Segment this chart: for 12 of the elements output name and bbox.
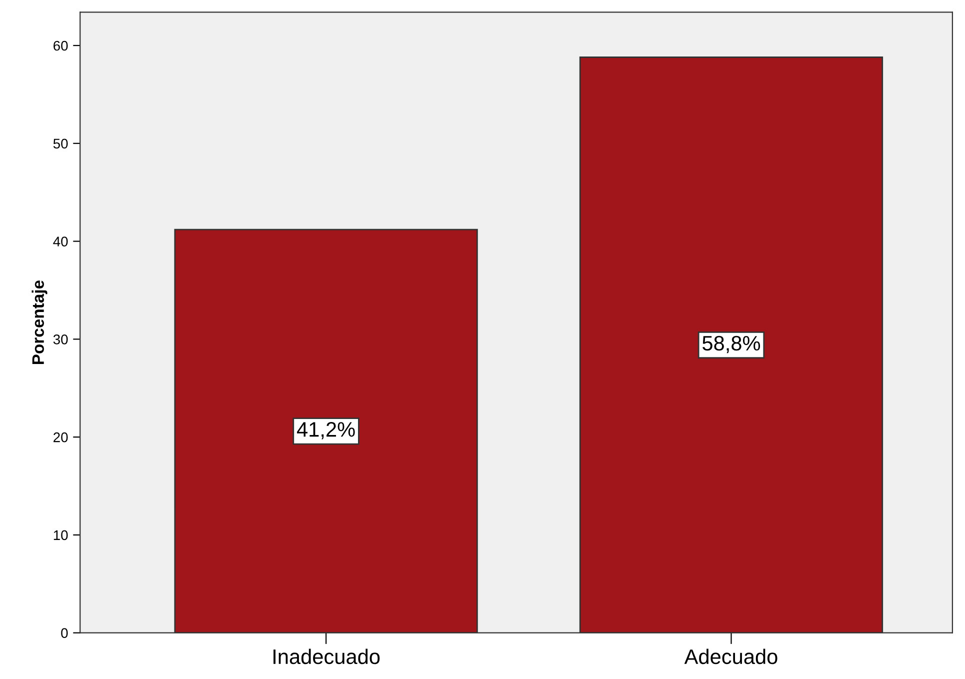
x-tick-label: Adecuado — [684, 648, 778, 664]
y-tick-label: 0 — [61, 628, 68, 638]
y-tick-label: 40 — [53, 236, 68, 246]
y-axis-title: Porcentaje — [32, 280, 48, 364]
y-tick-label: 10 — [54, 530, 68, 540]
y-tick-label: 60 — [54, 40, 68, 51]
data-label: 41,2% — [296, 422, 355, 440]
y-tick-label: 30 — [53, 334, 68, 344]
y-tick-label: 20 — [54, 432, 68, 442]
x-tick-label: Inadecuado — [274, 648, 380, 664]
y-tick-label: 50 — [53, 138, 68, 149]
data-label: 58,8% — [702, 336, 760, 354]
